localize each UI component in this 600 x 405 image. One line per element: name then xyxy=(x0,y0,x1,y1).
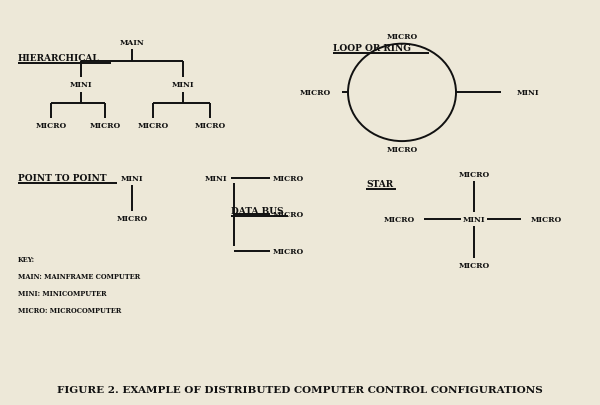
Text: MINI: MINI xyxy=(172,81,194,89)
Text: MICRO: MICRO xyxy=(272,174,304,182)
Text: DATA BUS: DATA BUS xyxy=(231,207,284,216)
Text: MAIN: MAIN xyxy=(119,38,145,47)
Text: MICRO: MICRO xyxy=(386,32,418,40)
Text: MICRO: MICRO xyxy=(299,89,331,97)
Text: MICRO: MICRO xyxy=(194,122,226,130)
Text: MICRO: MICRO xyxy=(116,215,148,223)
Text: MAIN: MAINFRAME COMPUTER: MAIN: MAINFRAME COMPUTER xyxy=(18,272,140,280)
Text: MINI: MINI xyxy=(205,174,227,182)
Text: MICRO: MICRO xyxy=(383,215,415,224)
Text: MICRO: MICROCOMPUTER: MICRO: MICROCOMPUTER xyxy=(18,306,121,314)
Text: MINI: MINI xyxy=(517,89,539,97)
Text: MICRO: MICRO xyxy=(272,247,304,255)
Text: MICRO: MICRO xyxy=(386,146,418,154)
Text: MINI: MINI xyxy=(121,174,143,182)
Text: HIERARCHICAL: HIERARCHICAL xyxy=(18,54,100,63)
Text: LOOP OR RING: LOOP OR RING xyxy=(333,44,411,53)
Text: MICRO: MICRO xyxy=(35,122,67,130)
Text: POINT TO POINT: POINT TO POINT xyxy=(18,174,107,183)
Text: MICRO: MICRO xyxy=(272,211,304,219)
Text: KEY:: KEY: xyxy=(18,255,35,263)
Text: MINI: MINI xyxy=(70,81,92,89)
Text: MICRO: MICRO xyxy=(458,261,490,269)
Text: MICRO: MICRO xyxy=(458,170,490,178)
Text: MICRO: MICRO xyxy=(530,215,562,224)
Text: STAR: STAR xyxy=(366,180,393,189)
Text: MICRO: MICRO xyxy=(89,122,121,130)
Text: MINI: MINICOMPUTER: MINI: MINICOMPUTER xyxy=(18,289,107,297)
Text: FIGURE 2. EXAMPLE OF DISTRIBUTED COMPUTER CONTROL CONFIGURATIONS: FIGURE 2. EXAMPLE OF DISTRIBUTED COMPUTE… xyxy=(57,385,543,394)
Text: MICRO: MICRO xyxy=(137,122,169,130)
Text: MINI: MINI xyxy=(463,215,485,224)
